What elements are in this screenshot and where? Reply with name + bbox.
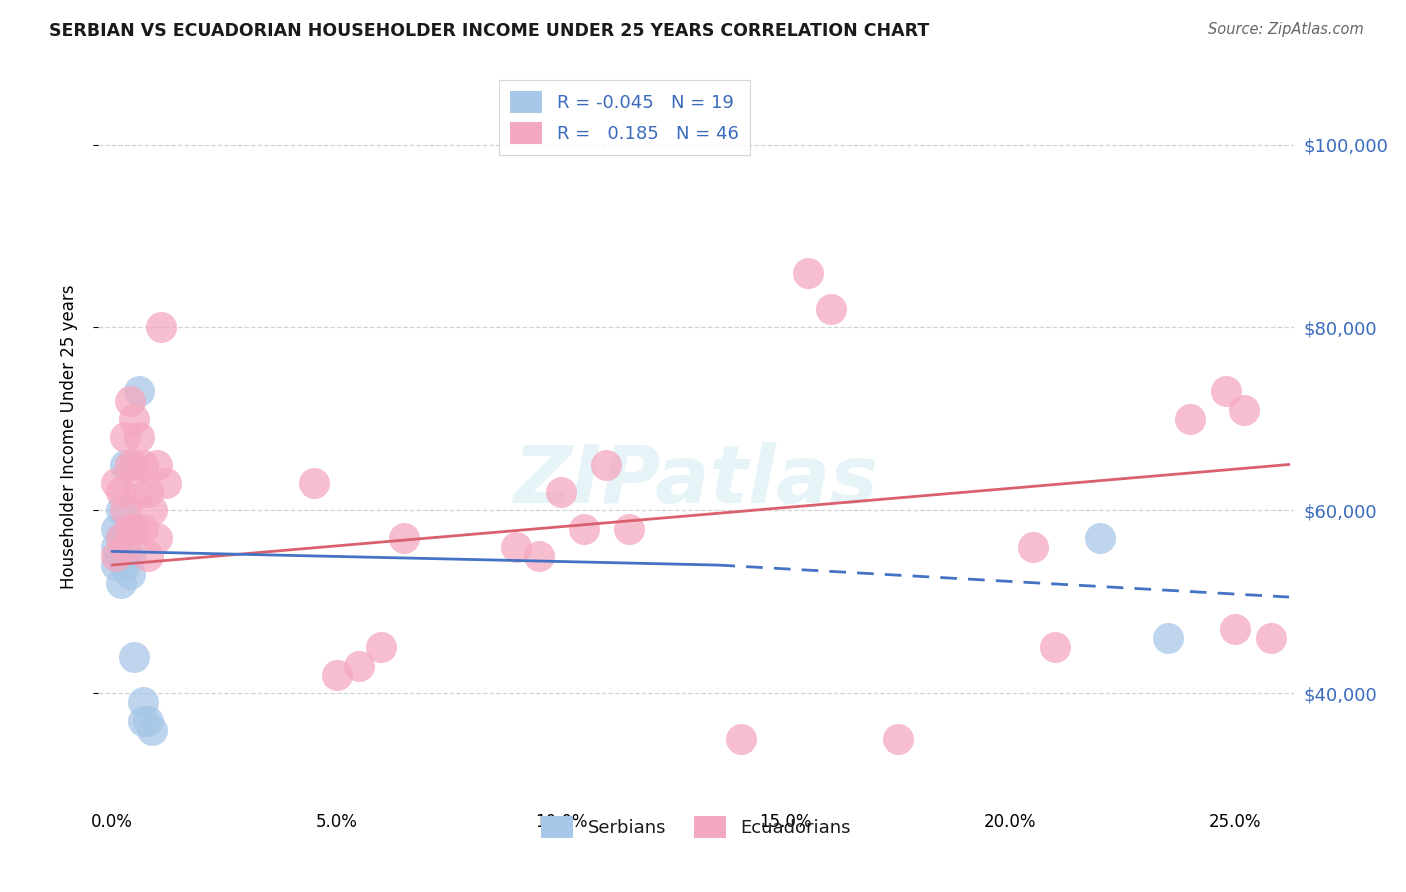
Point <box>617 521 640 535</box>
Point <box>1180 411 1202 425</box>
Point <box>124 521 146 535</box>
Point <box>118 521 141 535</box>
Point <box>110 484 132 499</box>
Y-axis label: Householder Income Under 25 years: Householder Income Under 25 years <box>59 285 77 590</box>
Point <box>105 540 128 554</box>
Point <box>118 549 141 563</box>
Point <box>110 576 132 591</box>
Point <box>136 484 159 499</box>
Point <box>146 458 169 472</box>
Point <box>1223 622 1246 636</box>
Point <box>110 531 132 545</box>
Point <box>146 531 169 545</box>
Point <box>124 649 146 664</box>
Point <box>114 540 136 554</box>
Text: SERBIAN VS ECUADORIAN HOUSEHOLDER INCOME UNDER 25 YEARS CORRELATION CHART: SERBIAN VS ECUADORIAN HOUSEHOLDER INCOME… <box>49 22 929 40</box>
Point <box>128 430 150 444</box>
Point <box>110 503 132 517</box>
Text: Source: ZipAtlas.com: Source: ZipAtlas.com <box>1208 22 1364 37</box>
Point <box>150 320 173 334</box>
Point <box>124 458 146 472</box>
Point <box>392 531 415 545</box>
Point <box>505 540 527 554</box>
Point <box>797 265 820 279</box>
Point <box>114 458 136 472</box>
Point <box>132 714 155 728</box>
Point <box>302 475 325 490</box>
Point <box>1215 384 1237 399</box>
Point <box>370 640 392 655</box>
Point <box>110 531 132 545</box>
Point <box>105 521 128 535</box>
Point <box>730 731 752 746</box>
Point <box>141 723 163 737</box>
Point <box>136 714 159 728</box>
Point <box>155 475 177 490</box>
Text: ZIPatlas: ZIPatlas <box>513 442 879 520</box>
Point <box>118 458 141 472</box>
Point <box>887 731 910 746</box>
Point <box>118 393 141 408</box>
Point <box>572 521 595 535</box>
Point <box>550 484 572 499</box>
Point <box>114 503 136 517</box>
Point <box>128 384 150 399</box>
Point <box>105 475 128 490</box>
Point <box>132 521 155 535</box>
Point <box>347 658 370 673</box>
Point <box>124 411 146 425</box>
Point <box>141 503 163 517</box>
Point <box>132 458 155 472</box>
Point <box>595 458 617 472</box>
Point <box>527 549 550 563</box>
Point <box>114 430 136 444</box>
Point <box>114 558 136 573</box>
Point <box>1157 631 1180 645</box>
Legend: Serbians, Ecuadorians: Serbians, Ecuadorians <box>534 808 858 845</box>
Point <box>132 695 155 709</box>
Point <box>1045 640 1067 655</box>
Point <box>105 549 128 563</box>
Point <box>128 484 150 499</box>
Point <box>118 567 141 582</box>
Point <box>1260 631 1282 645</box>
Point <box>325 667 347 681</box>
Point <box>105 558 128 573</box>
Point <box>1090 531 1112 545</box>
Point <box>1022 540 1045 554</box>
Point <box>136 549 159 563</box>
Point <box>820 301 842 317</box>
Point <box>110 549 132 563</box>
Point <box>1233 402 1256 417</box>
